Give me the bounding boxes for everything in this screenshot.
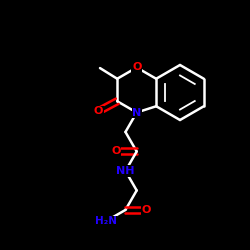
Text: O: O	[142, 205, 151, 215]
Text: O: O	[94, 106, 103, 116]
Text: O: O	[111, 146, 121, 156]
Text: NH: NH	[116, 166, 135, 176]
Text: H₂N: H₂N	[95, 216, 117, 226]
Text: N: N	[132, 108, 141, 118]
Text: O: O	[132, 62, 141, 72]
